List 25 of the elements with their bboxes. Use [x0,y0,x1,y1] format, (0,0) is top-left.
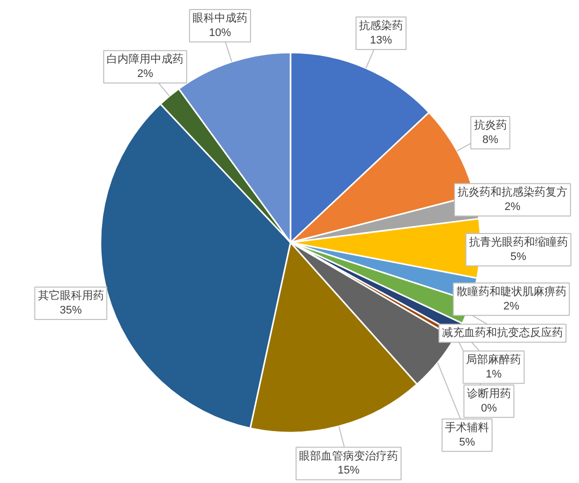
slice-label: 白内障用中成药 [106,52,184,66]
data-label: 0% [480,402,498,414]
slice-label: 眼科中成药 [192,11,248,24]
slice-label: 抗感染药 [359,19,404,32]
data-label: 10% [209,26,232,39]
slice-label: 抗炎药 [474,118,507,132]
slice-label: 散瞳药和睫状肌麻痹药 [456,285,566,298]
slice-label: 抗炎药和抗感染药复方 [458,186,568,199]
slice-label: 抗青光眼药和缩瞳药 [468,235,568,248]
slice-label: 眼部血管病变治疗药 [299,449,398,462]
data-label: 5% [510,250,527,263]
slice-label: 减充血药和抗变态反应药 [442,326,563,340]
slice-label: 局部麻醉药 [466,353,522,366]
data-label: 13% [370,34,392,46]
data-label: 2% [503,300,520,312]
slice-label: 诊断用药 [466,387,511,400]
data-label: 2% [504,200,521,213]
data-label: 2% [137,68,154,80]
data-label: 35% [60,304,82,317]
data-label: 15% [338,464,360,477]
slice-label: 其它眼科用药 [38,289,104,302]
data-label: 5% [459,436,476,448]
data-label: 1% [486,368,502,380]
data-label: 8% [482,134,498,146]
slice-label: 手术辅料 [445,421,490,434]
